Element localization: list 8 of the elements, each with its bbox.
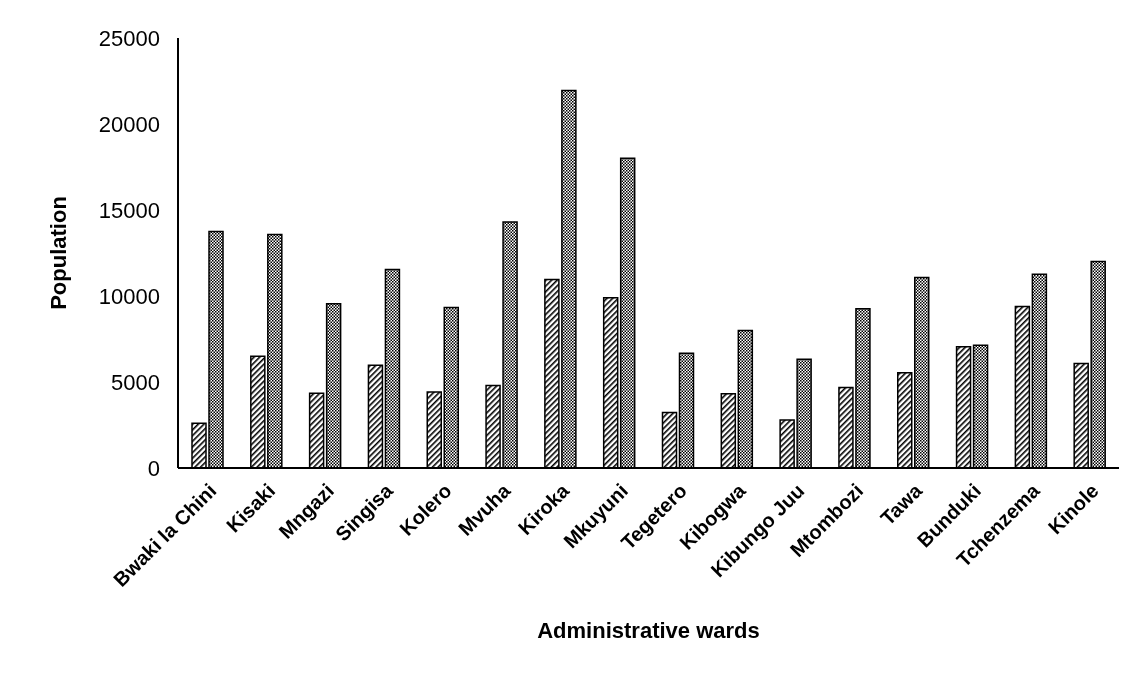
y-tick-label: 5000: [111, 369, 160, 395]
y-tick-label: 15000: [98, 197, 160, 223]
y-tick-label: 0: [147, 455, 160, 481]
y-tick-label: 20000: [98, 111, 160, 137]
y-tick-label: 10000: [98, 283, 160, 309]
x-axis-title: Administrative wards: [537, 618, 760, 643]
y-axis-title: Population: [45, 196, 71, 310]
y-tick-label: 25000: [98, 25, 160, 51]
